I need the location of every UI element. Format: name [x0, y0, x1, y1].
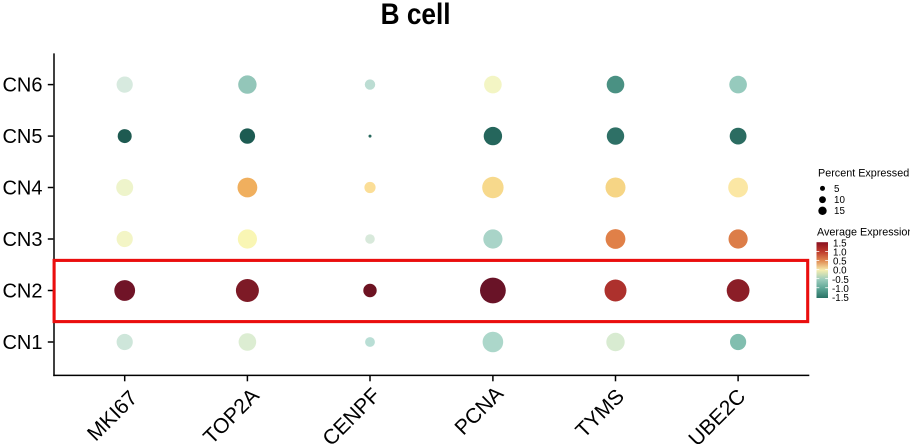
svg-text:CENPF: CENPF	[318, 384, 385, 444]
svg-text:PCNA: PCNA	[450, 382, 508, 440]
svg-text:1.5: 1.5	[833, 239, 847, 250]
svg-text:10: 10	[834, 195, 845, 206]
svg-text:CN2: CN2	[2, 281, 42, 303]
svg-text:5: 5	[834, 184, 840, 195]
svg-text:-1.0: -1.0	[832, 284, 849, 295]
svg-text:Average Expression: Average Expression	[817, 227, 910, 239]
svg-text:0.0: 0.0	[833, 266, 847, 277]
svg-text:CN3: CN3	[2, 229, 42, 251]
svg-text:CN6: CN6	[2, 75, 42, 97]
svg-text:Percent Expressed: Percent Expressed	[818, 168, 909, 180]
svg-text:TYMS: TYMS	[571, 385, 629, 443]
svg-text:15: 15	[834, 206, 845, 217]
svg-text:CN1: CN1	[2, 332, 42, 354]
svg-text:UBE2C: UBE2C	[684, 385, 750, 444]
svg-text:MKI67: MKI67	[83, 386, 142, 444]
svg-text:-1.5: -1.5	[832, 293, 849, 304]
svg-text:CN4: CN4	[2, 178, 42, 200]
svg-text:TOP2A: TOP2A	[199, 384, 264, 444]
svg-text:B cell: B cell	[381, 0, 451, 31]
svg-text:1.0: 1.0	[833, 248, 847, 259]
svg-text:0.5: 0.5	[833, 257, 847, 268]
svg-text:CN5: CN5	[2, 126, 42, 148]
svg-text:-0.5: -0.5	[832, 275, 849, 286]
